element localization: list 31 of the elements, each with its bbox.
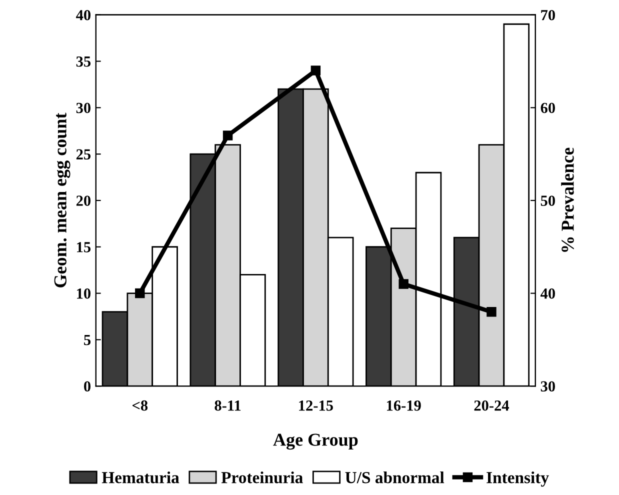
x-tick-label: 8-11 <box>214 400 241 411</box>
x-axis-title: Age Group <box>273 434 358 450</box>
legend-label: Hematuria <box>102 472 180 484</box>
point <box>222 130 233 140</box>
legend-label: U/S abnormal <box>345 472 444 484</box>
x-tick-label: 12-15 <box>299 400 333 411</box>
y-tick-label: 35 <box>76 56 91 67</box>
y-tick-label: 0 <box>84 381 90 392</box>
legend-label: Proteinuria <box>221 472 303 484</box>
x-tick-label: 20-24 <box>474 400 510 411</box>
y2-axis-title: % Prevalence <box>561 148 574 252</box>
y2-tick-label: 60 <box>540 102 555 114</box>
y-axis-title: Geom. mean egg count <box>54 112 70 288</box>
y-tick-label: 5 <box>84 334 91 346</box>
legend-label: Intensity <box>486 472 549 487</box>
x-tick-label: <8 <box>132 400 148 411</box>
y-tick-label: 30 <box>76 102 90 114</box>
y-tick-label: 25 <box>76 149 91 160</box>
y2-tick-label: 30 <box>540 381 555 392</box>
y-tick-label: 40 <box>76 10 90 20</box>
y2-tick-label: 40 <box>540 288 555 299</box>
y-tick-label: 15 <box>77 242 91 252</box>
y-tick-label: 10 <box>77 288 90 299</box>
x-tick-label: 16-19 <box>386 400 421 411</box>
y-tick-label: 20 <box>76 196 90 206</box>
point <box>135 288 145 298</box>
y2-tick-label: 50 <box>540 196 555 206</box>
y2-tick-label: 70 <box>541 10 555 20</box>
point <box>486 306 496 317</box>
point <box>310 66 321 76</box>
point <box>398 279 408 289</box>
